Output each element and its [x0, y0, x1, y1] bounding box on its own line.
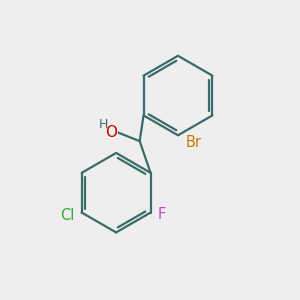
- Text: O: O: [105, 124, 117, 140]
- Text: F: F: [158, 206, 166, 221]
- Text: Cl: Cl: [60, 208, 74, 223]
- Text: Br: Br: [185, 135, 201, 150]
- Text: H: H: [99, 118, 108, 131]
